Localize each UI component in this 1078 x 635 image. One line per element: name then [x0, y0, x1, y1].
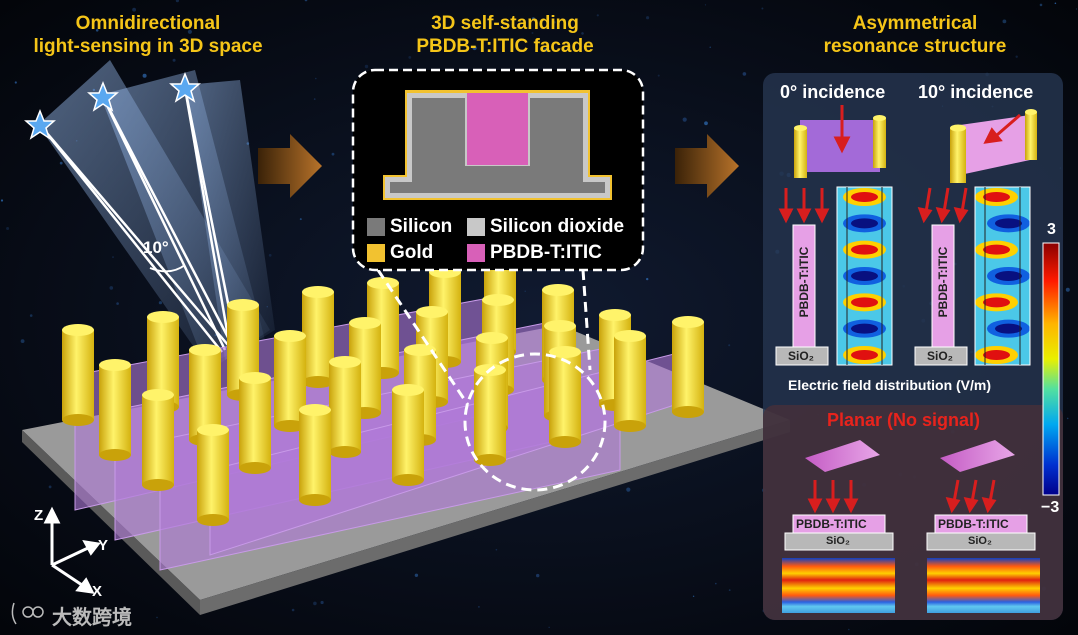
- gold-pillar: [62, 324, 94, 426]
- middle-heading-line2: PBDB-T:ITIC facade: [416, 36, 594, 57]
- planar-stacks: [784, 514, 1036, 551]
- axis-z-label: Z: [34, 507, 44, 524]
- legend-pbdb: PBDB-T:ITIC: [490, 242, 602, 263]
- left-heading-line2: light-sensing in 3D space: [33, 36, 263, 57]
- gold-pillar: [329, 356, 361, 458]
- incident-light-arrows: [778, 105, 1021, 224]
- right-heading-line2: resonance structure: [823, 36, 1007, 57]
- gold-pillar: [142, 389, 174, 491]
- gold-pillar: [302, 286, 334, 388]
- gold-pillar: [99, 359, 131, 461]
- silicon-swatch: [367, 218, 385, 236]
- facade-10deg-model: [950, 109, 1037, 183]
- cross-section-inset: [351, 68, 645, 272]
- colorbar: [1042, 242, 1060, 496]
- gold-pillar: [474, 364, 506, 466]
- light-beams: [38, 60, 275, 370]
- gold-pillar: [239, 372, 271, 474]
- planar-field-maps: [782, 558, 1040, 613]
- right-heading: Asymmetrical resonance structure: [790, 12, 1040, 58]
- layer-stack-10deg: [914, 224, 968, 366]
- vertical-layer-label-0deg: PBDB-T:ITIC: [797, 246, 811, 318]
- middle-heading-line1: 3D self-standing: [431, 13, 579, 34]
- planar-substrate-label-b: SiO₂: [968, 535, 992, 547]
- gold-pillar: [197, 424, 229, 526]
- right-heading-line1: Asymmetrical: [852, 13, 978, 34]
- zoom-indicator: [376, 269, 607, 492]
- colorbar-max-label: 3: [1047, 221, 1056, 238]
- watermark-logo-icon: [11, 602, 44, 625]
- gold-pillar: [614, 330, 646, 432]
- watermark-text: 大数跨境: [52, 607, 132, 629]
- axes-indicator: [43, 506, 101, 594]
- gold-pillar: [299, 404, 331, 506]
- field-caption: Electric field distribution (V/m): [788, 377, 992, 393]
- gold-pillars: [62, 256, 704, 526]
- colorbar-min-label: −3: [1041, 499, 1060, 516]
- planar-layer-label-a: PBDB-T:ITIC: [796, 517, 867, 531]
- field-map-10deg: [974, 186, 1031, 366]
- angle-label: 10°: [143, 238, 169, 257]
- substrate-label-10deg: SiO₂: [927, 349, 954, 363]
- gold-pillar: [392, 384, 424, 486]
- planar-models: [805, 440, 1015, 472]
- field-map-0deg: [836, 186, 893, 366]
- left-heading-line1: Omnidirectional: [75, 13, 221, 34]
- axis-x-label: X: [92, 583, 103, 600]
- flow-arrow-icon: [258, 134, 739, 198]
- substrate-label-0deg: SiO₂: [788, 349, 815, 363]
- axis-y-label: Y: [98, 537, 109, 554]
- incidence-0-label: 0° incidence: [780, 82, 886, 102]
- pbdb-swatch: [467, 244, 485, 262]
- silicon-dioxide-swatch: [467, 218, 485, 236]
- legend-silicon: Silicon: [390, 216, 453, 237]
- planar-light-arrows: [807, 479, 997, 514]
- left-heading: Omnidirectional light-sensing in 3D spac…: [18, 12, 278, 58]
- planar-substrate-label-a: SiO₂: [826, 535, 850, 547]
- light-rays: [39, 87, 238, 353]
- legend-gold: Gold: [390, 242, 434, 263]
- planar-title: Planar (No signal): [827, 410, 981, 430]
- incidence-10-label: 10° incidence: [918, 82, 1034, 102]
- layer-stack-0deg: [775, 224, 829, 366]
- star-icon: [24, 71, 201, 140]
- gold-pillar: [672, 316, 704, 418]
- legend-silicon-dioxide: Silicon dioxide: [490, 216, 625, 237]
- gold-swatch: [367, 244, 385, 262]
- vertical-layer-label-10deg: PBDB-T:ITIC: [936, 246, 950, 318]
- planar-layer-label-b: PBDB-T:ITIC: [938, 517, 1009, 531]
- middle-heading: 3D self-standing PBDB-T:ITIC facade: [380, 12, 630, 58]
